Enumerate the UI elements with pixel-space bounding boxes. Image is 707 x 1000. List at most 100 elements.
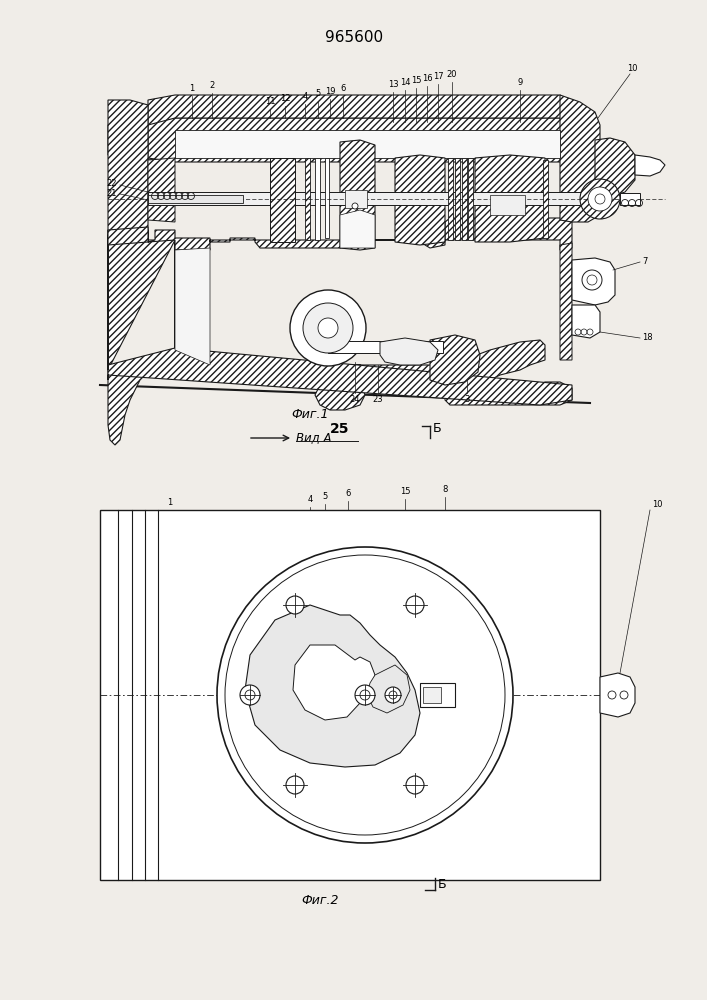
Polygon shape bbox=[340, 210, 375, 248]
Circle shape bbox=[595, 194, 605, 204]
Bar bbox=[345, 190, 367, 208]
Text: 10: 10 bbox=[626, 64, 637, 73]
Bar bbox=[490, 195, 525, 215]
Circle shape bbox=[406, 776, 424, 794]
Polygon shape bbox=[245, 605, 420, 767]
Polygon shape bbox=[635, 155, 665, 176]
Bar bbox=[455, 158, 460, 240]
Text: 15: 15 bbox=[399, 487, 410, 496]
Text: Б: Б bbox=[433, 422, 442, 434]
Text: 5: 5 bbox=[315, 89, 321, 98]
Text: Фиг.2: Фиг.2 bbox=[301, 894, 339, 907]
Text: 16: 16 bbox=[421, 74, 432, 83]
Polygon shape bbox=[108, 227, 148, 245]
Bar bbox=[423, 687, 441, 703]
Circle shape bbox=[318, 318, 338, 338]
Polygon shape bbox=[367, 665, 410, 713]
Polygon shape bbox=[175, 248, 210, 365]
Text: 22: 22 bbox=[107, 180, 117, 188]
Polygon shape bbox=[395, 155, 445, 245]
Circle shape bbox=[352, 203, 358, 209]
Text: 5: 5 bbox=[322, 492, 327, 501]
Circle shape bbox=[580, 179, 620, 219]
Polygon shape bbox=[148, 118, 572, 162]
Polygon shape bbox=[600, 673, 635, 717]
Bar bbox=[315, 158, 320, 240]
Polygon shape bbox=[475, 155, 545, 242]
Text: 1: 1 bbox=[168, 498, 173, 507]
Bar bbox=[270, 158, 295, 242]
Text: 12: 12 bbox=[280, 94, 291, 103]
Polygon shape bbox=[572, 258, 615, 305]
Text: 10: 10 bbox=[652, 500, 662, 509]
Circle shape bbox=[286, 596, 304, 614]
Text: Вид А: Вид А bbox=[296, 432, 332, 444]
Bar bbox=[543, 160, 548, 238]
Polygon shape bbox=[108, 100, 148, 240]
Polygon shape bbox=[430, 335, 480, 385]
Bar bbox=[100, 510, 600, 880]
Bar bbox=[420, 683, 455, 707]
Polygon shape bbox=[148, 158, 175, 222]
Polygon shape bbox=[560, 95, 600, 222]
Bar bbox=[328, 341, 443, 353]
Polygon shape bbox=[175, 130, 560, 158]
Text: 4: 4 bbox=[308, 495, 312, 504]
Circle shape bbox=[587, 275, 597, 285]
Text: 8: 8 bbox=[443, 485, 448, 494]
Text: 11: 11 bbox=[264, 97, 275, 106]
Text: 18: 18 bbox=[642, 334, 653, 342]
Polygon shape bbox=[108, 218, 572, 370]
Polygon shape bbox=[595, 138, 635, 197]
Text: 9: 9 bbox=[518, 78, 522, 87]
Circle shape bbox=[240, 685, 260, 705]
Bar bbox=[325, 158, 329, 238]
Bar bbox=[468, 158, 473, 240]
Polygon shape bbox=[108, 350, 175, 445]
Text: 6: 6 bbox=[345, 489, 351, 498]
Bar bbox=[620, 193, 640, 205]
Text: 965600: 965600 bbox=[325, 29, 383, 44]
Polygon shape bbox=[148, 95, 572, 125]
Circle shape bbox=[588, 187, 612, 211]
Text: 19: 19 bbox=[325, 87, 335, 96]
Text: Фиг.1: Фиг.1 bbox=[291, 408, 329, 421]
Bar bbox=[148, 195, 243, 203]
Polygon shape bbox=[108, 120, 175, 160]
Circle shape bbox=[406, 596, 424, 614]
Bar bbox=[462, 158, 467, 240]
Bar bbox=[305, 158, 310, 240]
Text: 21: 21 bbox=[107, 190, 117, 198]
Text: 6: 6 bbox=[340, 84, 346, 93]
Text: 7: 7 bbox=[642, 257, 648, 266]
Bar bbox=[448, 158, 453, 240]
Circle shape bbox=[286, 776, 304, 794]
Polygon shape bbox=[340, 140, 375, 250]
Circle shape bbox=[290, 290, 366, 366]
Bar bbox=[148, 192, 598, 205]
Text: 17: 17 bbox=[433, 72, 443, 81]
Text: 2: 2 bbox=[209, 81, 215, 90]
Circle shape bbox=[217, 547, 513, 843]
Polygon shape bbox=[108, 348, 572, 405]
Text: Б: Б bbox=[438, 878, 447, 890]
Circle shape bbox=[303, 303, 353, 353]
Circle shape bbox=[385, 687, 401, 703]
Text: 13: 13 bbox=[387, 80, 398, 89]
Text: 20: 20 bbox=[447, 70, 457, 79]
Polygon shape bbox=[108, 240, 572, 410]
Polygon shape bbox=[560, 243, 572, 360]
Polygon shape bbox=[380, 338, 438, 365]
Text: 24: 24 bbox=[350, 395, 361, 404]
Text: 23: 23 bbox=[373, 395, 383, 404]
Text: 14: 14 bbox=[399, 78, 410, 87]
Polygon shape bbox=[293, 645, 375, 720]
Text: 1: 1 bbox=[189, 84, 194, 93]
Polygon shape bbox=[572, 305, 600, 338]
Circle shape bbox=[582, 270, 602, 290]
Circle shape bbox=[355, 685, 375, 705]
Text: 25: 25 bbox=[330, 422, 350, 436]
Text: 3: 3 bbox=[464, 395, 469, 404]
Text: 15: 15 bbox=[411, 76, 421, 85]
Text: 4: 4 bbox=[303, 92, 308, 101]
